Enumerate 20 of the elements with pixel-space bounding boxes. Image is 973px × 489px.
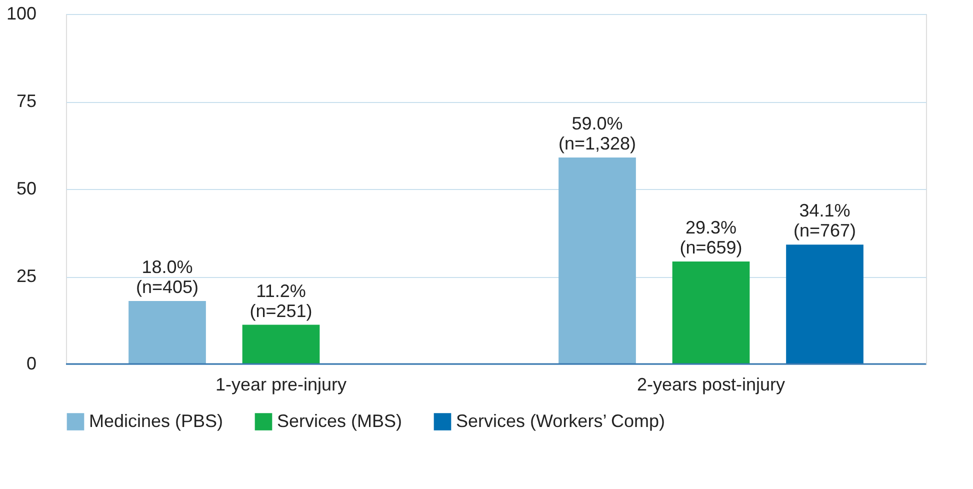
- x-tick-label: 1-year pre-injury: [215, 374, 347, 394]
- y-tick-label: 0: [26, 354, 36, 374]
- data-label: 29.3% (n=659): [680, 217, 742, 258]
- data-label: 34.1% (n=767): [793, 200, 856, 241]
- y-tick-label: 50: [16, 178, 36, 198]
- data-label: 18.0% (n=405): [136, 257, 199, 297]
- bar: [558, 158, 636, 364]
- legend-label: Medicines (PBS): [89, 410, 224, 431]
- bar: [786, 244, 864, 364]
- data-label: 11.2% (n=251): [250, 280, 312, 321]
- legend-label: Services (MBS): [277, 410, 402, 431]
- y-tick-label: 25: [16, 266, 36, 286]
- bar: [128, 301, 206, 364]
- legend-label: Services (Workers’ Comp): [456, 410, 666, 431]
- y-tick-label: 100: [6, 4, 36, 24]
- x-tick-label: 2-years post-injury: [636, 374, 786, 394]
- data-label: 59.0% (n=1,328): [558, 114, 636, 154]
- bar: [242, 324, 320, 364]
- bar: [672, 261, 750, 364]
- y-tick-label: 75: [16, 91, 36, 111]
